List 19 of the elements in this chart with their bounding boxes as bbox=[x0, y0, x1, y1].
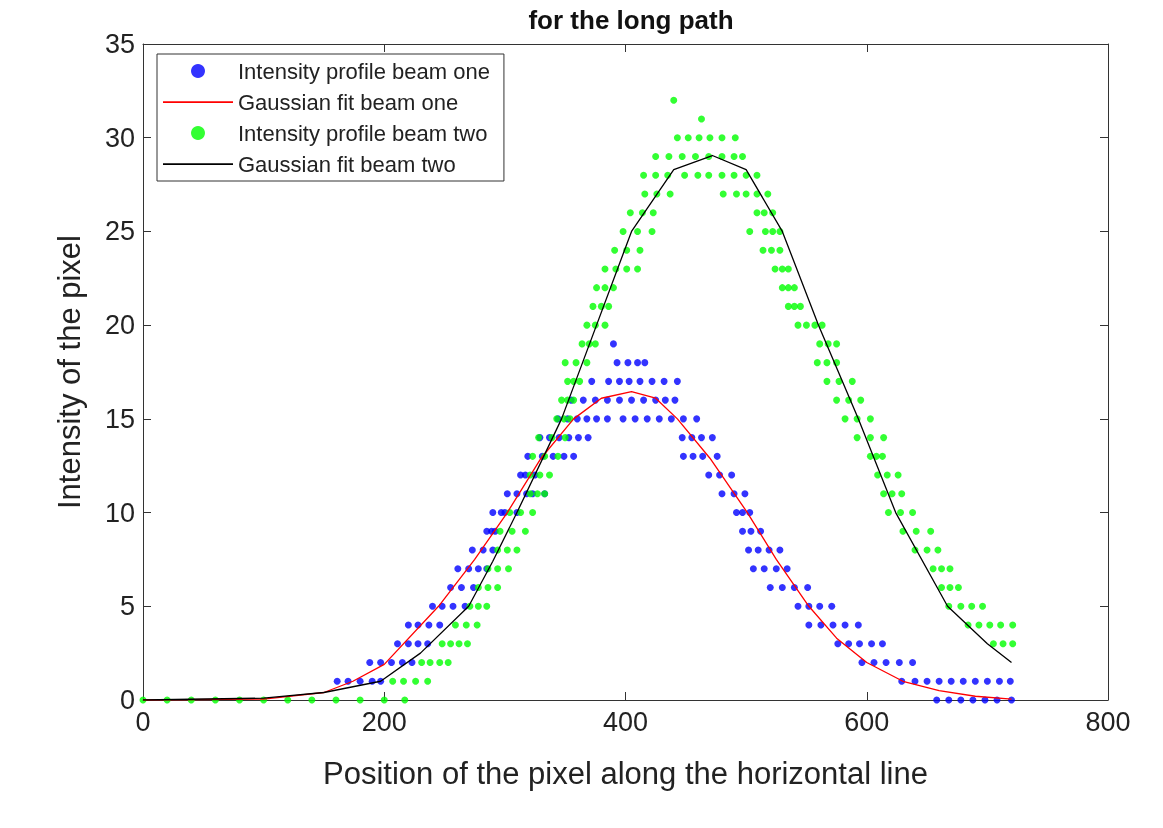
y-tick-label: 30 bbox=[104, 122, 135, 153]
y-tick-label: 20 bbox=[104, 310, 135, 341]
y-tick-label: 25 bbox=[104, 216, 135, 247]
chart-title: for the long path bbox=[528, 5, 734, 35]
legend-label: Intensity profile beam two bbox=[238, 120, 488, 146]
legend-label: Gaussian fit beam one bbox=[238, 89, 459, 115]
x-tick-label: 400 bbox=[602, 706, 649, 737]
x-tick-label: 800 bbox=[1085, 706, 1131, 737]
y-tick-label: 15 bbox=[104, 403, 135, 434]
legend-label: Gaussian fit beam two bbox=[238, 151, 456, 177]
legend-label: Intensity profile beam one bbox=[238, 58, 490, 84]
y-tick-label: 35 bbox=[104, 29, 135, 59]
x-tick-label: 200 bbox=[361, 706, 407, 737]
y-tick-label: 10 bbox=[104, 497, 135, 528]
x-tick-label: 600 bbox=[844, 706, 890, 737]
y-tick-label: 5 bbox=[119, 591, 135, 622]
y-axis-title: Intensity of the pixel bbox=[52, 235, 87, 509]
y-tick-label: 0 bbox=[119, 685, 135, 715]
x-axis-title: Position of the pixel along the horizontal line bbox=[323, 756, 928, 791]
